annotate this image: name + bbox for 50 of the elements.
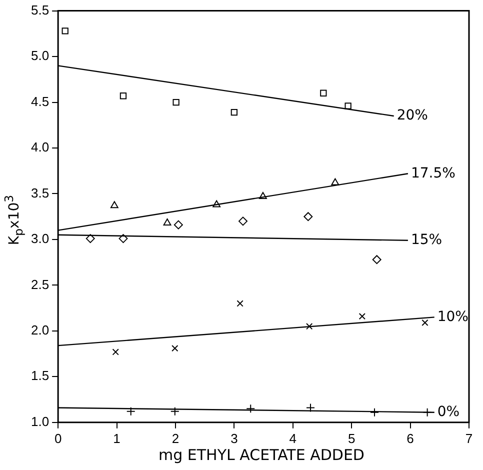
point — [120, 92, 127, 100]
point — [236, 300, 244, 307]
point — [422, 319, 428, 326]
point — [163, 218, 172, 226]
point — [62, 28, 68, 34]
series-label: 0% — [437, 404, 460, 420]
point — [110, 201, 118, 208]
y-tick-label: 1.5 — [30, 368, 50, 384]
series-label: 20% — [396, 108, 428, 124]
y-tick-label: 5.0 — [30, 48, 50, 64]
x-tick-label: 1 — [113, 430, 120, 446]
x-tick-label: 5 — [348, 430, 356, 446]
x-tick-label: 4 — [289, 430, 297, 446]
y-tick-label: 4.0 — [30, 140, 50, 155]
point — [126, 406, 136, 416]
x-tick-label: 6 — [406, 430, 414, 446]
point — [118, 234, 128, 244]
y-tick-label: 1.0 — [30, 414, 50, 429]
y-tick-label: 3.0 — [30, 231, 50, 246]
series-label: 10% — [437, 308, 468, 325]
point — [86, 234, 95, 244]
point — [172, 344, 178, 352]
y-tick-label: 4.5 — [30, 94, 50, 109]
y-tick-label: 3.5 — [30, 185, 50, 200]
point — [172, 98, 180, 106]
point — [306, 323, 313, 330]
point — [174, 220, 183, 230]
point — [344, 102, 352, 110]
x-tick-label: 3 — [230, 430, 238, 446]
point — [304, 212, 313, 222]
point — [212, 200, 221, 208]
x-tick-label: 7 — [465, 430, 473, 446]
point — [112, 348, 119, 356]
point — [358, 312, 366, 320]
x-tick-label: 2 — [172, 430, 180, 446]
point — [258, 192, 267, 199]
series-label: 17.5% — [410, 165, 456, 182]
y-tick-label: 5.5 — [30, 2, 50, 18]
point — [246, 404, 256, 414]
point — [320, 90, 327, 96]
point — [230, 109, 238, 116]
point — [331, 178, 340, 186]
point — [372, 255, 382, 264]
y-tick-label: 2.0 — [30, 322, 50, 338]
series-label: 15% — [410, 232, 442, 248]
point — [238, 216, 248, 226]
x-tick-label: 0 — [54, 430, 62, 446]
point — [170, 406, 180, 416]
x-axis-title: mg ETHYL ACETATE ADDED — [158, 446, 366, 464]
y-tick-label: 2.5 — [30, 276, 50, 292]
